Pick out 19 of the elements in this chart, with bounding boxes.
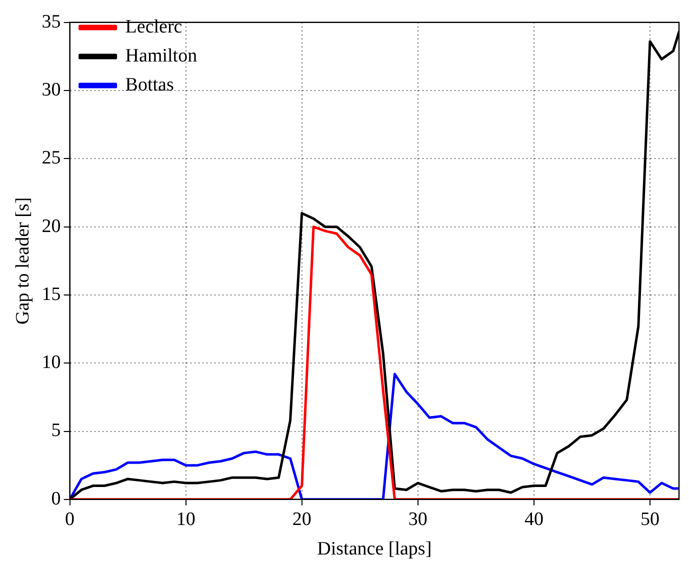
y-tick-label: 30 — [42, 80, 61, 101]
x-tick-label: 0 — [65, 508, 75, 530]
x-tick-label: 10 — [176, 508, 196, 530]
x-tick-label: 40 — [524, 508, 544, 530]
x-axis-title: Distance [laps] — [317, 538, 432, 560]
y-tick-label: 25 — [42, 148, 61, 169]
y-tick-label: 35 — [42, 11, 61, 32]
legend-label: Hamilton — [125, 45, 198, 66]
y-tick-label: 0 — [51, 488, 61, 510]
x-tick-label: 50 — [640, 508, 660, 530]
legend-label: Bottas — [125, 74, 174, 96]
y-tick-label: 20 — [42, 216, 61, 237]
y-tick-label: 10 — [42, 352, 61, 374]
y-tick-label: 5 — [51, 420, 61, 442]
y-tick-label: 15 — [42, 284, 61, 305]
y-axis-title: Gap to leader [s] — [12, 197, 34, 324]
x-tick-label: 30 — [408, 508, 428, 530]
legend-label: Leclerc — [125, 16, 182, 38]
x-tick-label: 20 — [292, 508, 312, 530]
